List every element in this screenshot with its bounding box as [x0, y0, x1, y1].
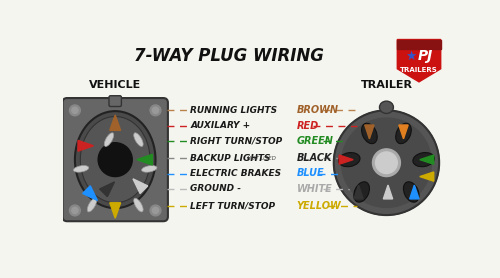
Polygon shape	[339, 155, 353, 164]
Text: PJ: PJ	[418, 49, 433, 63]
Polygon shape	[110, 203, 120, 218]
Text: NOT USED: NOT USED	[247, 156, 276, 161]
Polygon shape	[420, 155, 434, 164]
Polygon shape	[110, 115, 120, 130]
Circle shape	[72, 207, 78, 214]
Circle shape	[98, 143, 132, 177]
Ellipse shape	[87, 198, 97, 212]
Ellipse shape	[380, 101, 394, 113]
Ellipse shape	[338, 153, 360, 167]
Polygon shape	[410, 185, 419, 199]
Circle shape	[70, 105, 80, 116]
Text: RED: RED	[296, 121, 319, 131]
Text: WHITE: WHITE	[296, 184, 332, 194]
Circle shape	[152, 107, 158, 113]
Polygon shape	[137, 154, 152, 165]
Circle shape	[72, 107, 78, 113]
Text: BLACK: BLACK	[296, 153, 332, 163]
Text: RUNNING LIGHTS: RUNNING LIGHTS	[190, 106, 278, 115]
Ellipse shape	[75, 111, 156, 208]
FancyBboxPatch shape	[109, 96, 122, 106]
Text: GROUND -: GROUND -	[190, 184, 242, 193]
Bar	[398, 39, 440, 49]
Polygon shape	[384, 185, 392, 199]
Ellipse shape	[134, 198, 143, 212]
Text: BACKUP LIGHTS: BACKUP LIGHTS	[190, 154, 271, 163]
Text: BLUE: BLUE	[296, 168, 324, 178]
Polygon shape	[78, 140, 94, 151]
Circle shape	[152, 207, 158, 214]
Text: TRAILER: TRAILER	[360, 80, 412, 90]
Circle shape	[70, 205, 80, 216]
Text: LEFT TURN/STOP: LEFT TURN/STOP	[190, 201, 276, 210]
Ellipse shape	[362, 123, 377, 144]
Ellipse shape	[142, 166, 157, 172]
Polygon shape	[398, 39, 440, 82]
Text: AUXILARY +: AUXILARY +	[190, 121, 250, 130]
Ellipse shape	[354, 182, 370, 202]
Text: BROWN: BROWN	[296, 105, 339, 115]
Polygon shape	[82, 186, 98, 200]
Ellipse shape	[80, 116, 150, 203]
Ellipse shape	[396, 123, 411, 144]
Text: RIGHT TURN/STOP: RIGHT TURN/STOP	[190, 137, 282, 146]
Text: ★: ★	[406, 50, 417, 63]
Polygon shape	[399, 125, 408, 139]
Text: VEHICLE: VEHICLE	[89, 80, 142, 90]
Text: GREEN: GREEN	[296, 136, 334, 146]
Polygon shape	[100, 182, 114, 197]
Polygon shape	[365, 125, 374, 139]
Circle shape	[376, 152, 398, 173]
Ellipse shape	[104, 133, 114, 147]
Circle shape	[372, 149, 400, 177]
Text: ELECTRIC BRAKES: ELECTRIC BRAKES	[190, 169, 282, 178]
Ellipse shape	[74, 166, 89, 172]
Circle shape	[334, 110, 439, 215]
Circle shape	[150, 205, 161, 216]
Text: TRAILERS: TRAILERS	[400, 67, 438, 73]
Text: YELLOW: YELLOW	[296, 201, 342, 211]
Ellipse shape	[413, 153, 434, 167]
Text: 7-WAY PLUG WIRING: 7-WAY PLUG WIRING	[134, 47, 324, 65]
Circle shape	[342, 118, 432, 207]
Polygon shape	[133, 179, 148, 193]
Circle shape	[150, 105, 161, 116]
Polygon shape	[354, 185, 363, 199]
FancyBboxPatch shape	[62, 98, 168, 221]
Polygon shape	[420, 172, 434, 181]
Ellipse shape	[404, 182, 419, 202]
Ellipse shape	[134, 133, 143, 147]
